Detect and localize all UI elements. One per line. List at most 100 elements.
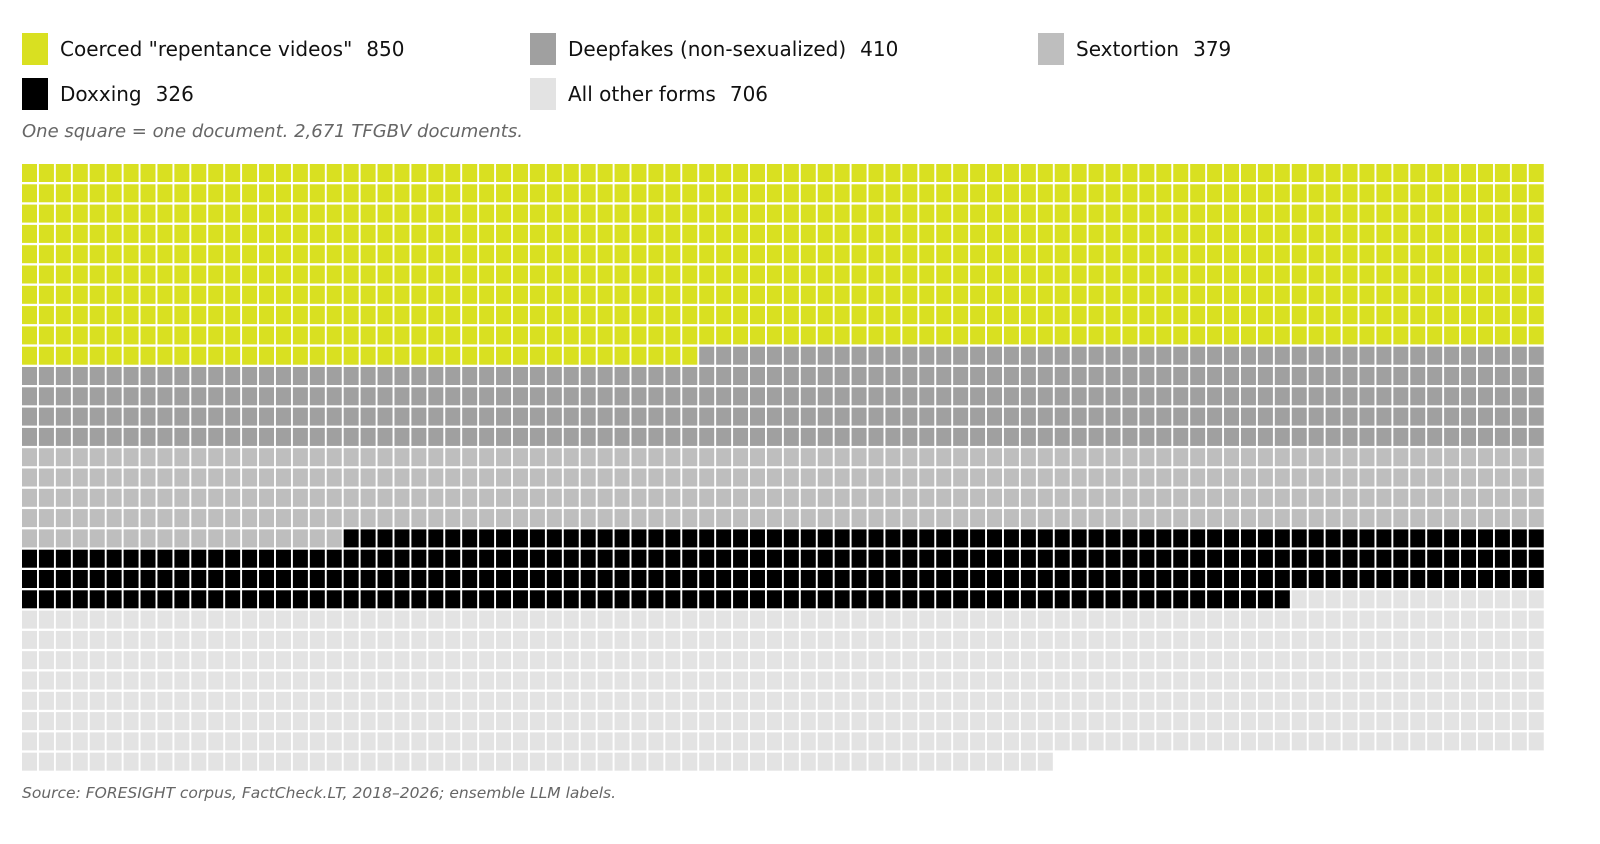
waffle-square-all-other-forms	[1410, 590, 1426, 609]
waffle-square-all-other-forms	[259, 610, 275, 629]
waffle-square-all-other-forms	[411, 610, 427, 629]
waffle-square-sextortion	[462, 468, 478, 487]
waffle-square-all-other-forms	[665, 752, 681, 771]
waffle-square-coerced-repentance-videos	[1291, 326, 1307, 345]
waffle-square-all-other-forms	[157, 691, 173, 710]
waffle-square-sextortion	[834, 488, 850, 507]
waffle-square-doxxing	[868, 590, 884, 609]
waffle-square-coerced-repentance-videos	[665, 184, 681, 203]
waffle-square-coerced-repentance-videos	[716, 265, 732, 284]
waffle-square-doxxing	[259, 549, 275, 568]
waffle-square-coerced-repentance-videos	[394, 184, 410, 203]
waffle-square-all-other-forms	[1122, 691, 1138, 710]
waffle-square-deepfakes-non-sexualized	[225, 407, 241, 426]
waffle-square-all-other-forms	[106, 691, 122, 710]
waffle-square-coerced-repentance-videos	[970, 204, 986, 223]
waffle-square-all-other-forms	[902, 752, 918, 771]
waffle-square-coerced-repentance-videos	[309, 306, 325, 325]
waffle-square-coerced-repentance-videos	[1240, 265, 1256, 284]
waffle-square-all-other-forms	[275, 651, 291, 670]
waffle-square-all-other-forms	[1511, 712, 1527, 731]
waffle-square-all-other-forms	[1342, 712, 1358, 731]
waffle-square-coerced-repentance-videos	[140, 265, 156, 284]
waffle-square-sextortion	[1342, 509, 1358, 528]
waffle-square-coerced-repentance-videos	[682, 306, 698, 325]
waffle-square-coerced-repentance-videos	[1359, 285, 1375, 304]
waffle-square-coerced-repentance-videos	[665, 204, 681, 223]
waffle-square-coerced-repentance-videos	[1139, 306, 1155, 325]
waffle-square-sextortion	[1274, 509, 1290, 528]
waffle-square-sextortion	[1511, 468, 1527, 487]
waffle-square-all-other-forms	[55, 630, 71, 649]
waffle-square-sextortion	[1224, 509, 1240, 528]
waffle-square-coerced-repentance-videos	[1511, 224, 1527, 243]
waffle-square-all-other-forms	[682, 752, 698, 771]
waffle-square-deepfakes-non-sexualized	[733, 387, 749, 406]
waffle-square-deepfakes-non-sexualized	[1291, 346, 1307, 365]
waffle-square-doxxing	[1054, 549, 1070, 568]
waffle-square-coerced-repentance-videos	[1224, 245, 1240, 264]
waffle-square-coerced-repentance-videos	[1139, 285, 1155, 304]
waffle-square-all-other-forms	[360, 651, 376, 670]
waffle-square-doxxing	[1444, 570, 1460, 588]
waffle-square-deepfakes-non-sexualized	[1461, 367, 1477, 385]
waffle-square-doxxing	[462, 590, 478, 609]
waffle-square-coerced-repentance-videos	[970, 265, 986, 284]
waffle-square-deepfakes-non-sexualized	[783, 346, 799, 365]
waffle-square-all-other-forms	[191, 651, 207, 670]
waffle-square-deepfakes-non-sexualized	[55, 427, 71, 446]
waffle-square-coerced-repentance-videos	[1054, 245, 1070, 264]
waffle-square-all-other-forms	[648, 610, 664, 629]
waffle-square-sextortion	[1359, 468, 1375, 487]
waffle-square-coerced-repentance-videos	[1477, 224, 1493, 243]
waffle-square-deepfakes-non-sexualized	[716, 346, 732, 365]
waffle-square-coerced-repentance-videos	[22, 306, 37, 325]
waffle-square-all-other-forms	[1088, 630, 1104, 649]
waffle-square-doxxing	[22, 549, 37, 568]
waffle-square-deepfakes-non-sexualized	[326, 387, 342, 406]
waffle-square-sextortion	[157, 488, 173, 507]
waffle-square-all-other-forms	[242, 610, 258, 629]
waffle-square-doxxing	[1494, 570, 1510, 588]
waffle-square-doxxing	[445, 549, 461, 568]
waffle-square-doxxing	[377, 549, 393, 568]
waffle-square-all-other-forms	[1054, 691, 1070, 710]
waffle-square-coerced-repentance-videos	[733, 204, 749, 223]
waffle-square-all-other-forms	[1122, 671, 1138, 690]
waffle-square-deepfakes-non-sexualized	[394, 387, 410, 406]
waffle-square-coerced-repentance-videos	[1122, 184, 1138, 203]
waffle-square-all-other-forms	[123, 630, 139, 649]
waffle-square-coerced-repentance-videos	[580, 245, 596, 264]
waffle-square-coerced-repentance-videos	[1139, 224, 1155, 243]
waffle-group-all-other-forms	[22, 590, 1544, 771]
waffle-square-all-other-forms	[259, 691, 275, 710]
waffle-square-sextortion	[22, 529, 37, 548]
waffle-square-deepfakes-non-sexualized	[699, 346, 715, 365]
waffle-square-all-other-forms	[157, 712, 173, 731]
waffle-square-all-other-forms	[1342, 590, 1358, 609]
waffle-square-sextortion	[1190, 468, 1206, 487]
waffle-square-doxxing	[1139, 529, 1155, 548]
waffle-square-doxxing	[1037, 570, 1053, 588]
waffle-square-sextortion	[259, 468, 275, 487]
waffle-square-coerced-repentance-videos	[529, 224, 545, 243]
waffle-square-all-other-forms	[1308, 712, 1324, 731]
waffle-square-doxxing	[343, 570, 359, 588]
waffle-square-coerced-repentance-videos	[1020, 326, 1036, 345]
waffle-square-all-other-forms	[1477, 651, 1493, 670]
waffle-square-coerced-repentance-videos	[1461, 265, 1477, 284]
waffle-square-deepfakes-non-sexualized	[919, 346, 935, 365]
waffle-square-all-other-forms	[597, 691, 613, 710]
waffle-square-all-other-forms	[292, 651, 308, 670]
waffle-square-all-other-forms	[1376, 671, 1392, 690]
waffle-square-all-other-forms	[377, 630, 393, 649]
waffle-square-all-other-forms	[1139, 691, 1155, 710]
waffle-square-doxxing	[529, 590, 545, 609]
waffle-square-coerced-repentance-videos	[1139, 326, 1155, 345]
waffle-square-deepfakes-non-sexualized	[1291, 427, 1307, 446]
waffle-square-all-other-forms	[208, 610, 224, 629]
waffle-square-all-other-forms	[496, 712, 512, 731]
waffle-square-doxxing	[1494, 529, 1510, 548]
waffle-square-sextortion	[563, 448, 579, 467]
waffle-square-coerced-repentance-videos	[191, 184, 207, 203]
